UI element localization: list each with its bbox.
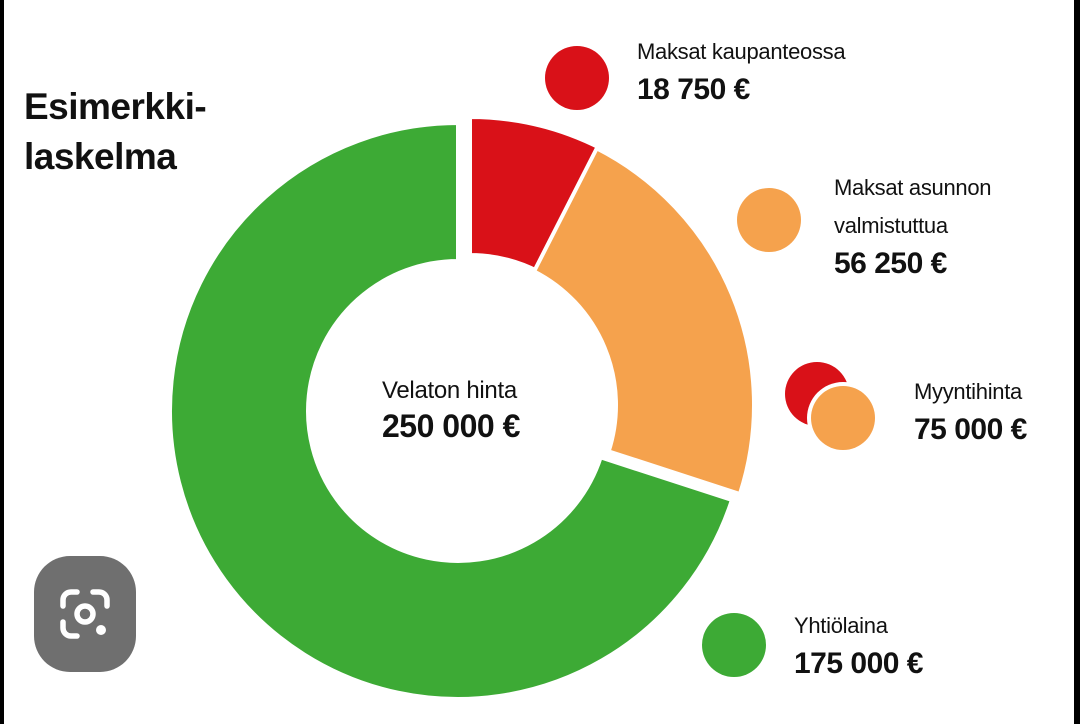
legend-swatch-myyntihinta-orange [811, 386, 875, 450]
donut-chart [168, 114, 756, 701]
legend-swatch-kaupanteko [545, 46, 609, 110]
chart-title-line-2: laskelma [24, 136, 177, 177]
legend-item-kaupanteko: Maksat kaupanteossa 18 750 € [637, 33, 846, 109]
legend-label-valmistuttua-1: Maksat asunnon [834, 175, 992, 200]
legend-label-valmistuttua-2: valmistuttua [834, 213, 948, 238]
center-value: 250 000 € [382, 408, 520, 444]
lens-button[interactable] [34, 556, 136, 672]
legend-label-yhtiolaina: Yhtiölaina [794, 613, 888, 638]
legend-value-yhtiolaina: 175 000 € [794, 647, 923, 680]
chart-card: Esimerkki- laskelma Velaton hinta 250 00… [4, 0, 1074, 724]
legend-swatch-yhtiolaina [702, 613, 766, 677]
slice-valmistuttua [531, 145, 756, 497]
legend-item-yhtiolaina: Yhtiölaina 175 000 € [794, 607, 923, 683]
legend-value-valmistuttua: 56 250 € [834, 247, 947, 280]
chart-title-line-1: Esimerkki- [24, 86, 207, 127]
legend-value-kaupanteko: 18 750 € [637, 73, 750, 106]
legend-item-valmistuttua: Maksat asunnon valmistuttua 56 250 € [834, 169, 992, 283]
chart-title: Esimerkki- laskelma [24, 82, 207, 182]
lens-icon [60, 589, 110, 639]
legend-value-myyntihinta: 75 000 € [914, 413, 1027, 446]
legend-label-myyntihinta: Myyntihinta [914, 379, 1022, 404]
legend-item-myyntihinta: Myyntihinta 75 000 € [914, 373, 1027, 449]
center-label: Velaton hinta [382, 377, 517, 404]
legend-label-kaupanteko: Maksat kaupanteossa [637, 39, 846, 64]
donut-center: Velaton hinta 250 000 € [382, 376, 520, 446]
slice-yhtiolaina [168, 120, 735, 701]
legend-swatch-valmistuttua [737, 188, 801, 252]
